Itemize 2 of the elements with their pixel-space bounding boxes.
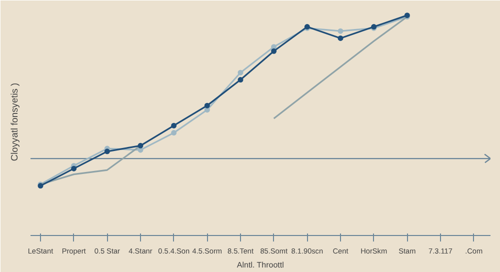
x-axis-title: Alntl. Throottl	[236, 260, 284, 270]
y-axis-title: Cloyyatl fonsyetis )	[10, 82, 20, 162]
